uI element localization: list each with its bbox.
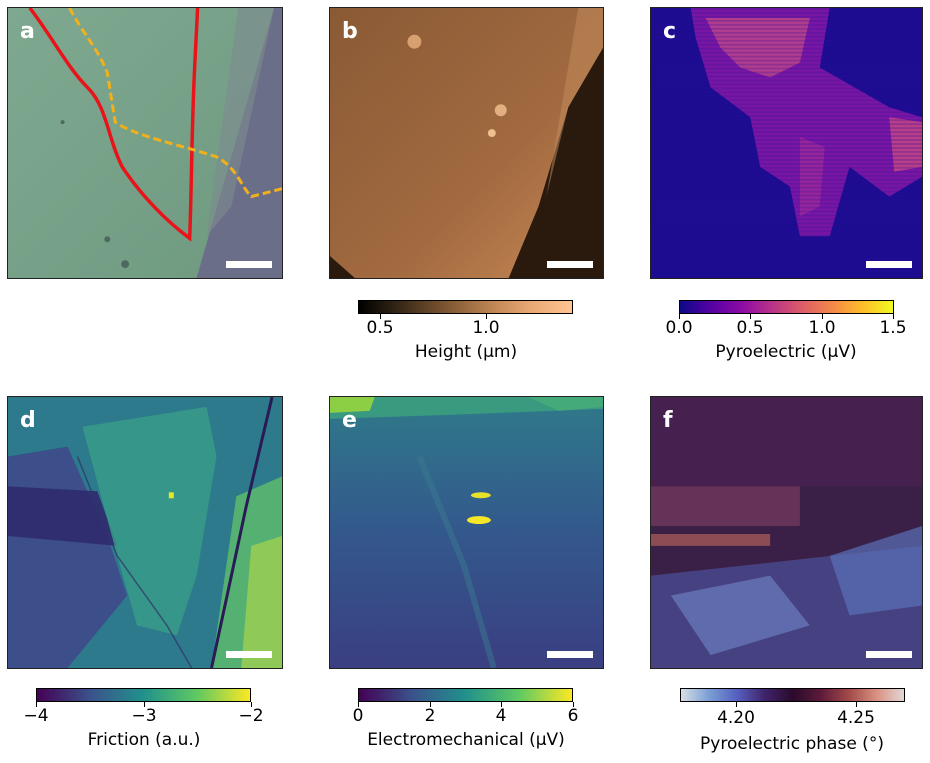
tick-label: 4.25 — [837, 708, 875, 728]
tick — [679, 314, 680, 319]
tick-label: 0.5 — [366, 318, 394, 338]
panel-label: b — [342, 19, 358, 44]
tick-label: 1.0 — [808, 318, 836, 338]
colorbar-friction — [36, 688, 251, 702]
panel-a-optical-image: a — [7, 7, 283, 279]
panel-b-height-map: b — [329, 7, 604, 279]
colorbar-height — [358, 300, 573, 314]
tick — [736, 702, 737, 707]
colorbar-pyroelectric — [679, 300, 894, 314]
pyroelectric-phase-image — [651, 397, 922, 668]
colorbar-pyroelectric-phase — [680, 688, 905, 702]
scale-bar — [547, 651, 593, 658]
panel-label: a — [20, 19, 35, 44]
tick — [36, 702, 37, 707]
tick — [856, 702, 857, 707]
scale-bar — [226, 261, 272, 268]
tick — [822, 314, 823, 319]
scale-bar — [866, 261, 912, 268]
tick-label: 1.0 — [472, 318, 500, 338]
height-image — [330, 8, 603, 278]
tick-label: −2 — [238, 706, 264, 726]
panel-label: d — [20, 408, 36, 433]
tick-label: 6 — [567, 706, 579, 726]
colorbar-label: Friction (a.u.) — [87, 730, 201, 750]
tick-label: 2 — [424, 706, 436, 726]
panel-label: c — [663, 19, 677, 44]
pyroelectric-image — [651, 8, 922, 278]
colorbar-label: Pyroelectric phase (°) — [700, 734, 884, 754]
tick-label: 0.0 — [665, 318, 693, 338]
solid-outline — [28, 8, 200, 242]
tick-label: −4 — [23, 706, 49, 726]
tick — [501, 702, 502, 707]
colorbar-label: Electromechanical (μV) — [367, 730, 565, 750]
panel-f-pyroelectric-phase-map: f — [650, 396, 923, 669]
panel-c-pyroelectric-map: c — [650, 7, 923, 279]
tick-label: 0 — [352, 706, 364, 726]
scale-bar — [547, 261, 593, 268]
tick — [893, 314, 894, 319]
tick — [358, 702, 359, 707]
tick — [573, 702, 574, 707]
colorbar-label: Pyroelectric (μV) — [715, 342, 857, 362]
scale-bar — [866, 651, 912, 658]
panel-label: f — [663, 408, 673, 433]
colorbar-label: Height (μm) — [414, 342, 518, 362]
tick-label: −3 — [131, 706, 157, 726]
tick — [750, 314, 751, 319]
tick — [251, 702, 252, 707]
tick-label: 1.5 — [879, 318, 907, 338]
tick — [430, 702, 431, 707]
scale-bar — [226, 651, 272, 658]
tick-label: 4.20 — [717, 708, 755, 728]
panel-d-friction-map: d — [7, 396, 283, 669]
tick — [380, 314, 381, 319]
panel-label: e — [342, 408, 357, 433]
colorbar-electromechanical — [358, 688, 573, 702]
friction-image — [8, 397, 282, 668]
tick-label: 4 — [495, 706, 507, 726]
optical-micrograph — [8, 8, 282, 278]
electromechanical-image — [330, 397, 603, 668]
tick-label: 0.5 — [736, 318, 764, 338]
dashed-outline — [68, 8, 282, 199]
panel-e-electromechanical-map: e — [329, 396, 604, 669]
tick — [486, 314, 487, 319]
tick — [144, 702, 145, 707]
